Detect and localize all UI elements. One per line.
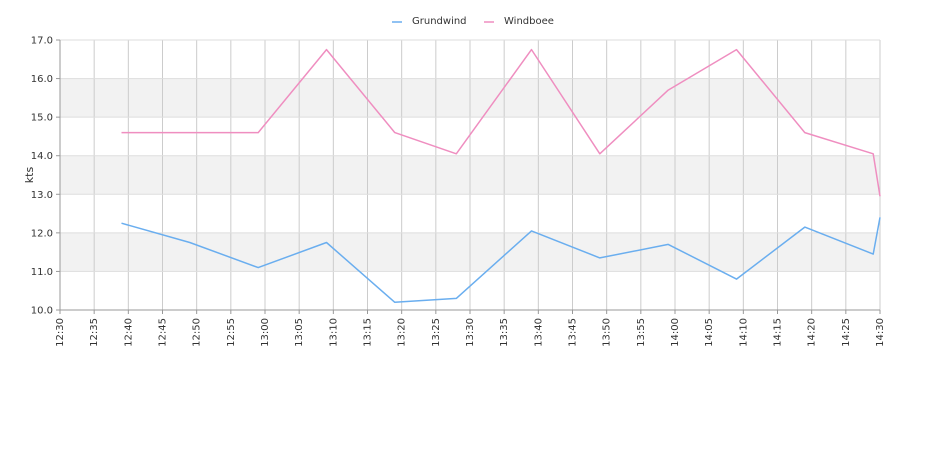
legend-label-windboee: Windboee — [504, 16, 554, 27]
x-tick-label: 12:50 — [192, 318, 203, 347]
x-tick-label: 13:45 — [568, 318, 579, 347]
x-tick-label: 13:00 — [260, 318, 271, 347]
y-tick-label: 13.0 — [31, 190, 53, 201]
x-tick-label: 13:50 — [602, 318, 613, 347]
legend-label-grundwind: Grundwind — [412, 16, 467, 27]
x-tick-label: 14:05 — [704, 318, 715, 347]
series-line-windboee — [121, 48, 881, 197]
x-tick-label: 14:20 — [807, 318, 818, 347]
x-axis-ticks: 12:30 12:35 12:40 12:45 12:50 12:55 13:00 13:05… — [55, 310, 886, 347]
x-tick-label: 12:40 — [123, 318, 134, 347]
legend[interactable]: Grundwind Windboee — [392, 16, 554, 27]
x-tick-label: 12:35 — [89, 318, 100, 347]
y-tick-label: 11.0 — [31, 267, 53, 278]
y-tick-label: 12.0 — [31, 228, 53, 239]
x-tick-label: 13:55 — [636, 318, 647, 347]
x-tick-label: 13:10 — [328, 318, 339, 347]
x-tick-label: 14:15 — [773, 318, 784, 347]
x-tick-label: 12:45 — [158, 318, 169, 347]
x-tick-label: 13:40 — [533, 318, 544, 347]
y-axis-title: kts — [23, 167, 36, 184]
y-tick-label: 14.0 — [31, 151, 53, 162]
x-tick-label: 14:10 — [738, 318, 749, 347]
x-tick-label: 14:00 — [670, 318, 681, 347]
x-tick-label: 13:30 — [465, 318, 476, 347]
x-tick-label: 14:25 — [841, 318, 852, 347]
x-tick-label: 13:25 — [431, 318, 442, 347]
x-tick-label: 13:05 — [294, 318, 305, 347]
y-tick-label: 10.0 — [31, 306, 53, 317]
series-lines — [121, 48, 881, 304]
x-tick-label: 13:20 — [397, 318, 408, 347]
x-tick-label: 12:55 — [226, 318, 237, 347]
x-tick-label: 13:35 — [499, 318, 510, 347]
series-line-grundwind — [121, 217, 881, 304]
x-tick-label: 13:15 — [363, 318, 374, 347]
x-tick-label: 14:30 — [875, 318, 886, 347]
x-tick-label: 12:30 — [55, 318, 66, 347]
y-tick-label: 15.0 — [31, 113, 53, 124]
y-tick-label: 17.0 — [31, 36, 53, 47]
y-tick-label: 16.0 — [31, 74, 53, 85]
